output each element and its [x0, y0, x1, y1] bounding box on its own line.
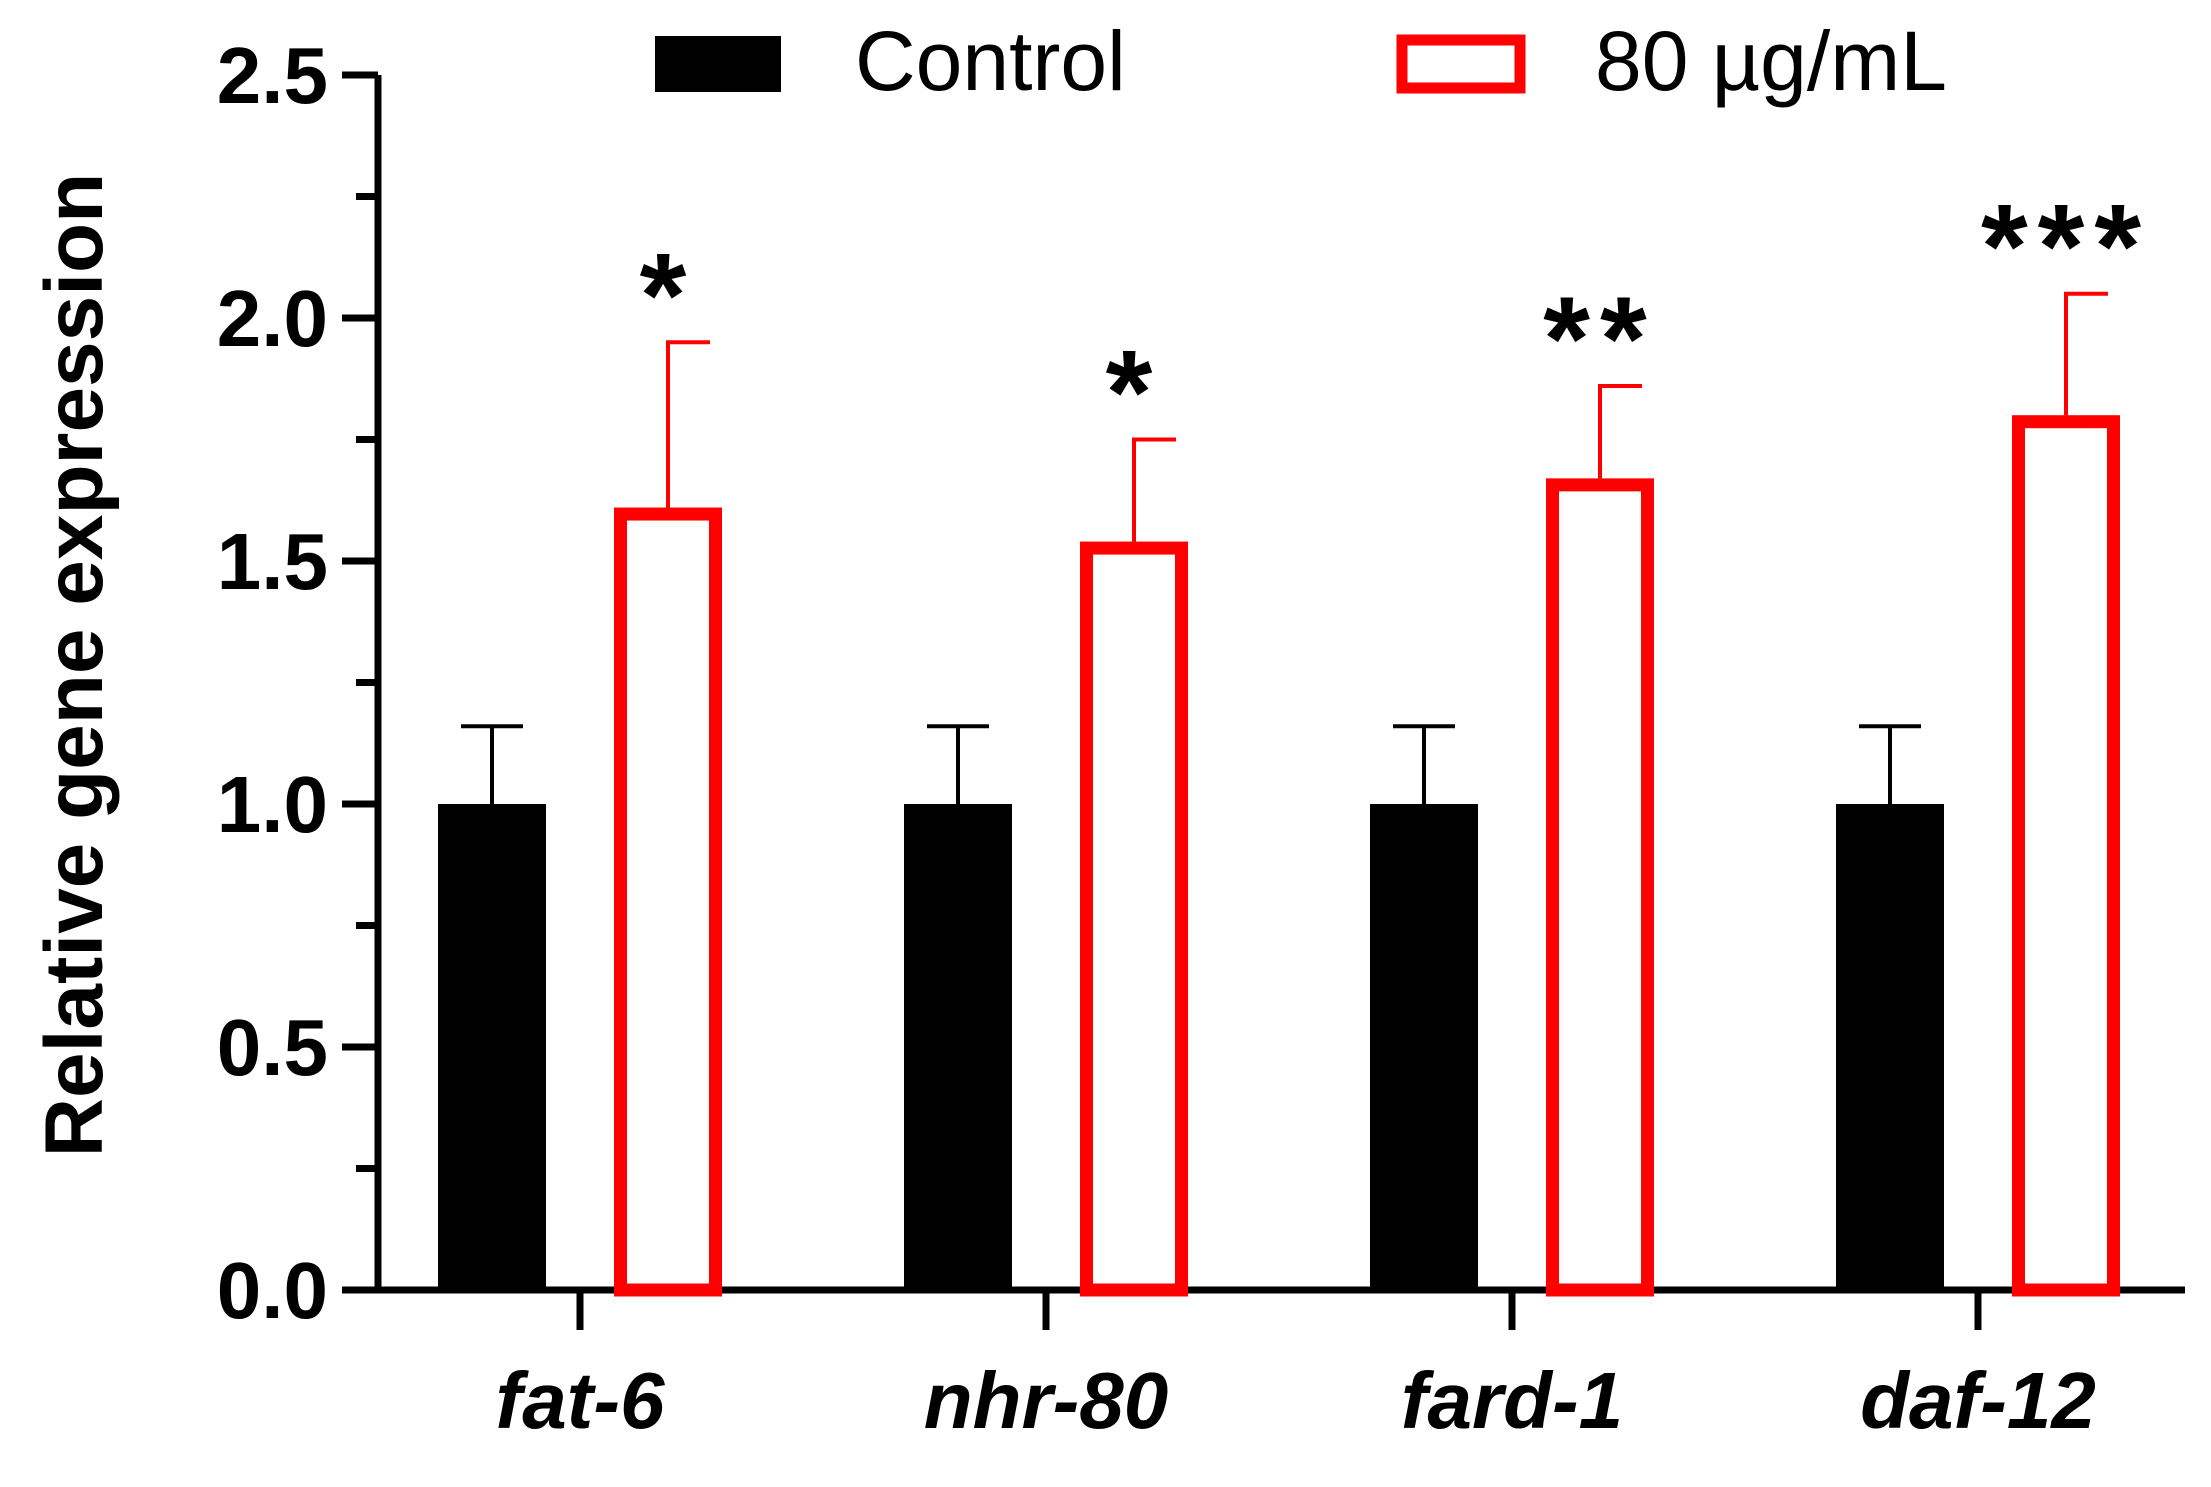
y-tick-label: 2.0: [217, 274, 328, 363]
y-axis-label: Relative gene expression: [29, 173, 120, 1157]
y-tick-label: 1.5: [217, 517, 328, 606]
significance-stars: **: [1543, 272, 1656, 406]
y-axis: 0.0 0.5 1.0 1.5 2.0 2.5: [217, 31, 382, 1335]
y-tick-label: 2.5: [217, 31, 328, 120]
x-tick-label: fard-1: [1401, 1356, 1623, 1445]
legend-swatch-control: [655, 36, 781, 92]
legend-label-80ugml: 80 µg/mL: [1595, 14, 1947, 108]
legend-label-control: Control: [855, 14, 1126, 108]
legend-swatch-80ugml: [1396, 34, 1526, 94]
significance-markers: ** *****: [640, 180, 2151, 460]
y-tick-label: 0.0: [217, 1246, 328, 1335]
x-tick-label: daf-12: [1860, 1356, 2096, 1445]
error-bars: [461, 291, 2108, 804]
x-tick-label: nhr-80: [924, 1356, 1169, 1445]
bar-80ugml: [1080, 541, 1188, 1297]
bar-80ugml: [614, 507, 722, 1297]
bar-80ugml: [1546, 478, 1654, 1297]
bar-80ugml: [2012, 415, 2120, 1297]
y-tick-label: 0.5: [217, 1003, 328, 1092]
bar-control: [438, 804, 546, 1290]
significance-stars: *: [640, 228, 697, 362]
bar-control: [1370, 804, 1478, 1290]
legend: Control 80 µg/mL: [655, 14, 1947, 108]
bar-control: [1836, 804, 1944, 1290]
significance-stars: *: [1106, 326, 1163, 460]
bars: [438, 415, 2120, 1297]
x-axis: fat-6 nhr-80 fard-1 daf-12: [374, 1286, 2185, 1445]
significance-stars: ***: [1981, 180, 2151, 314]
x-tick-label: fat-6: [496, 1356, 665, 1445]
y-tick-label: 1.0: [217, 760, 328, 849]
bar-control: [904, 804, 1012, 1290]
